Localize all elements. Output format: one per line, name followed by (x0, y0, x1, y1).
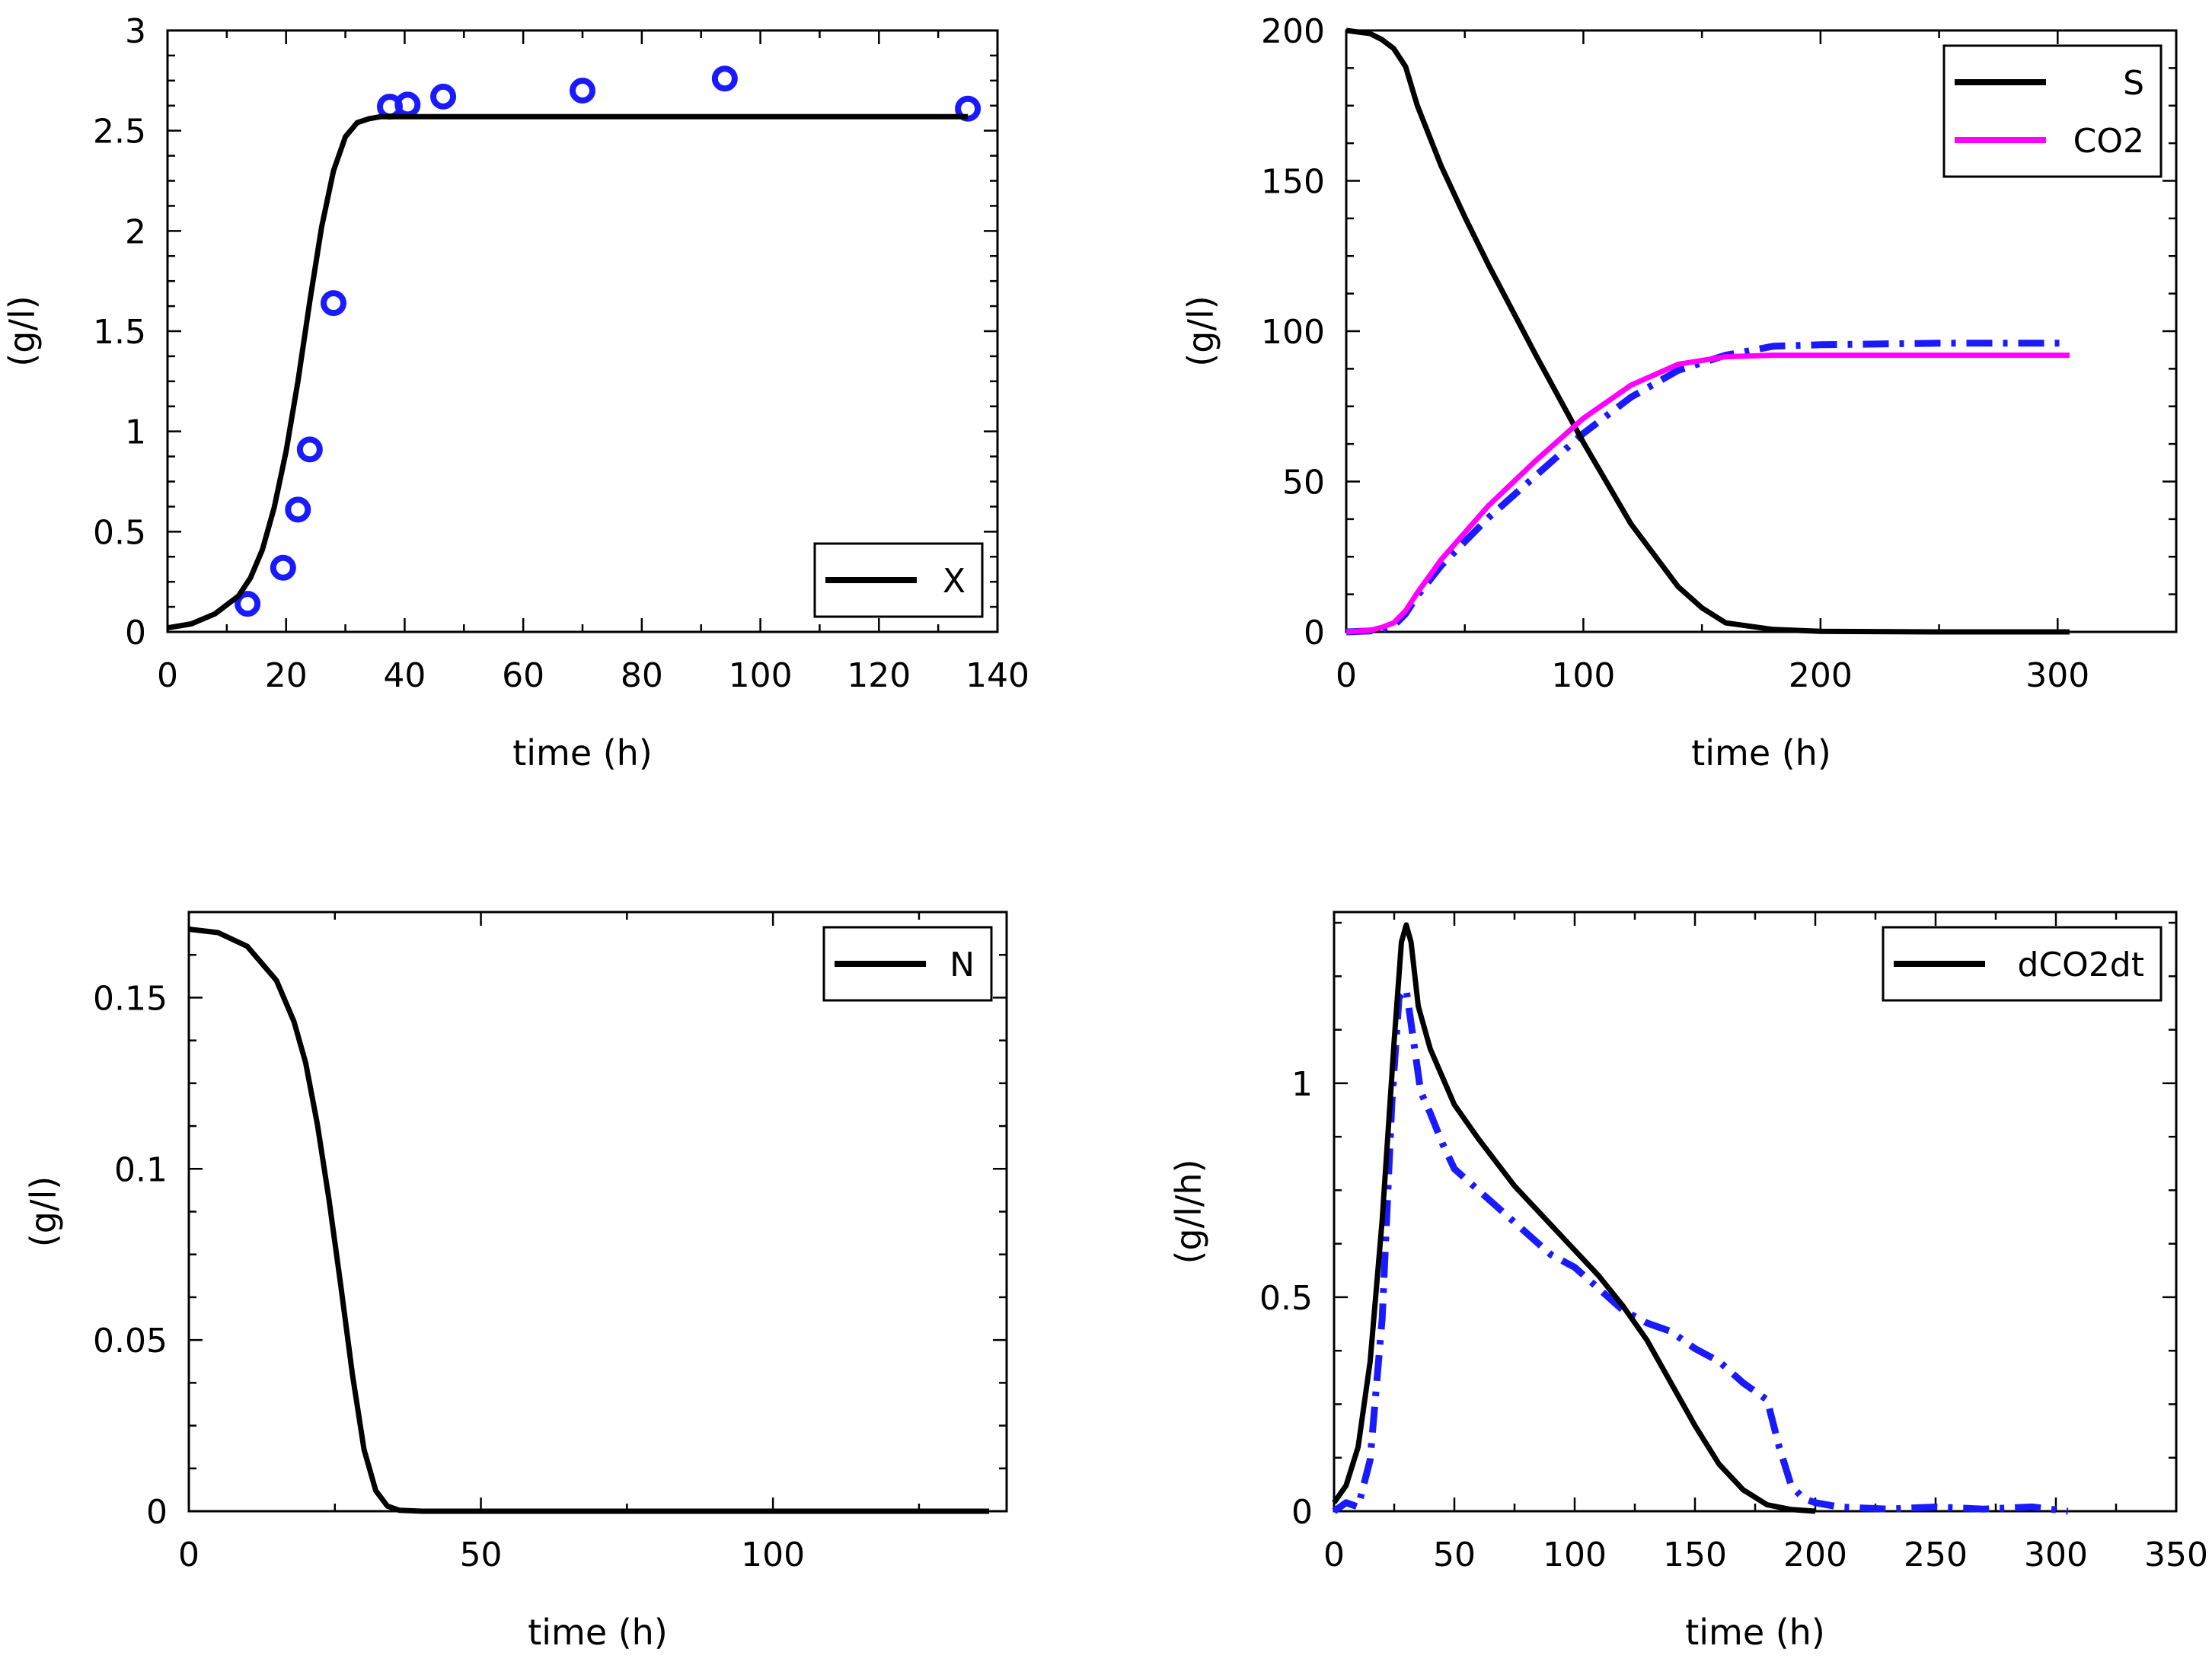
y-tick-label: 50 (1282, 464, 1325, 502)
legend-label: CO2 (2073, 122, 2144, 161)
series-line-s (1345, 27, 2070, 635)
y-tick-label: 1.5 (93, 313, 146, 352)
series-line-n (188, 927, 989, 1514)
x-tick-label: 60 (502, 656, 544, 695)
y-tick-label: 0.5 (93, 513, 146, 552)
plot-frame (1333, 911, 2178, 1513)
x-tick-label: 80 (621, 656, 663, 695)
data-point-x-measured (296, 436, 323, 463)
chart-co2-rate: 0 50 100 150 200 250 300 350 0 0.5 1 time (h) (g/l/h… (1168, 911, 2208, 1653)
x-tick-label: 0 (157, 656, 178, 695)
y-axis-label: (g/l/h) (1168, 1159, 1209, 1264)
y-tick-label: 2 (125, 212, 146, 251)
series-line-co2-measured (1345, 340, 2070, 636)
y-tick-label: 150 (1261, 163, 1325, 202)
y-tick-label: 0.15 (93, 979, 168, 1018)
x-tick-label: 200 (1789, 656, 1853, 695)
legend: N (822, 926, 993, 1002)
y-axis-label: (g/l) (2, 295, 43, 366)
legend: S CO2 (1942, 44, 2163, 178)
x-tick-label: 100 (1551, 656, 1615, 695)
legend-box (1882, 926, 2163, 1002)
data-point-x-measured (270, 554, 296, 581)
data-point-x-measured (430, 83, 457, 110)
plot-frame (166, 29, 999, 633)
x-axis-label: time (h) (528, 1612, 668, 1653)
data-point-x-measured (321, 290, 346, 317)
legend-box (1942, 44, 2163, 178)
x-tick-label: 50 (1433, 1536, 1476, 1574)
y-tick-label: 1 (125, 413, 146, 452)
y-tick-label: 3 (125, 12, 146, 51)
y-tick-label: 2.5 (93, 113, 146, 152)
x-tick-label: 100 (729, 656, 793, 695)
x-tick-label: 150 (1663, 1536, 1727, 1574)
y-tick-label: 1 (1291, 1065, 1313, 1104)
data-point-x-measured (711, 65, 738, 92)
y-tick-label: 0 (1291, 1493, 1313, 1532)
chart-biomass: 0 20 40 60 80 100 120 140 0 0.5 1 1.5 2 2.5 3 time (h) (… (2, 12, 1029, 773)
y-tick-label: 0 (146, 1493, 168, 1532)
series-line-x (167, 113, 969, 631)
x-tick-label: 100 (1543, 1536, 1607, 1574)
x-tick-label: 200 (1783, 1536, 1847, 1574)
legend-label: X (943, 562, 966, 601)
x-tick-label: 20 (265, 656, 308, 695)
y-axis-label: (g/l) (1180, 295, 1221, 366)
data-point-x-measured (285, 496, 311, 523)
x-axis-label: time (h) (1691, 732, 1831, 773)
x-tick-label: 350 (2144, 1536, 2208, 1574)
legend: X (813, 542, 984, 618)
y-tick-label: 200 (1261, 12, 1325, 51)
y-axis-label: (g/l) (23, 1176, 64, 1247)
x-tick-label: 0 (178, 1536, 199, 1574)
x-tick-label: 300 (2024, 1536, 2088, 1574)
x-axis-label: time (h) (512, 732, 653, 773)
x-tick-label: 40 (383, 656, 426, 695)
y-tick-label: 0 (1304, 614, 1325, 652)
x-tick-label: 140 (966, 656, 1029, 695)
series-line-co2 (1345, 352, 2070, 635)
y-tick-label: 0.1 (114, 1150, 168, 1189)
x-tick-label: 300 (2025, 656, 2089, 695)
x-tick-label: 120 (847, 656, 911, 695)
chart-substrate-co2: 0 100 200 300 0 50 100 150 200 time (h) (g/l) S CO2 (1180, 12, 2178, 773)
x-tick-label: 100 (741, 1536, 805, 1574)
y-tick-label: 0.5 (1259, 1279, 1313, 1318)
legend-label: dCO2dt (2018, 946, 2144, 984)
legend-label: N (950, 946, 975, 984)
plot-frame (187, 911, 1008, 1513)
y-tick-label: 100 (1261, 313, 1325, 352)
data-point-x-measured (235, 591, 261, 617)
x-tick-label: 0 (1336, 656, 1357, 695)
x-tick-label: 0 (1323, 1536, 1345, 1574)
x-axis-label: time (h) (1685, 1612, 1825, 1653)
y-tick-label: 0.05 (93, 1322, 168, 1360)
data-point-x-measured (570, 78, 595, 104)
data-point-x-measured (394, 91, 421, 118)
series-line-dco2dt (1332, 922, 1816, 1514)
x-tick-label: 250 (1904, 1536, 1968, 1574)
chart-nitrogen: 0 50 100 0 0.05 0.1 0.15 time (h) (g/l) N (23, 911, 1008, 1653)
legend-label: S (2123, 64, 2144, 103)
y-tick-label: 0 (125, 614, 146, 652)
legend: dCO2dt (1882, 926, 2163, 1002)
x-tick-label: 50 (460, 1536, 503, 1574)
